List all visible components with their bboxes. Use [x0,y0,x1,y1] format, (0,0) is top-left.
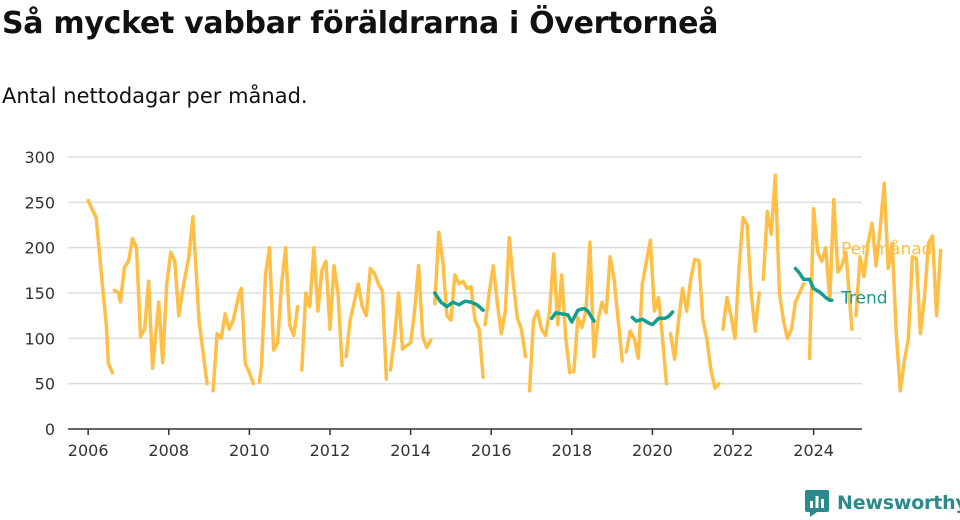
legend-label-trend: Trend [840,289,888,309]
series-line-per-manad-segment-3 [257,245,300,384]
x-tick-label: 2024 [793,441,834,460]
series-line-per-manad-segment-16 [854,181,943,393]
series-line-per-manad-segment-10 [572,240,624,374]
series-line-per-manad-segment-6 [388,264,433,372]
series-line-per-manad-segment-4 [300,245,344,372]
series-line-per-manad-segment-7 [433,230,485,380]
series-line-per-manad-segment-11 [624,238,669,386]
series-line-per-manad-segment-15 [807,197,854,361]
x-tick-label: 2020 [632,441,673,460]
y-axis: 0 50 100 150 200 250 300 [24,148,55,439]
chart-subtitle: Antal nettodagar per månad. [2,84,308,108]
gridlines [68,156,862,385]
series-line-trend-segment-1 [549,306,596,324]
x-tick-label: 2012 [310,441,351,460]
series-line-per-manad-segment-12 [668,257,721,390]
series-line-per-manad-segment-13 [721,215,761,341]
y-tick-label: 150 [24,284,55,303]
x-tick-label: 2016 [471,441,512,460]
x-tick-label: 2008 [148,441,189,460]
x-tick-label: 2014 [390,441,431,460]
x-tick-label: 2022 [713,441,754,460]
series-line-per-manad-segment-14 [761,173,806,341]
x-tick-label: 2018 [551,441,592,460]
newsworthy-logo: Newsworthy [804,488,960,518]
y-tick-label: 300 [24,148,55,167]
series-line-per-manad-segment-8 [483,235,528,359]
x-axis: 2006 2008 2010 2012 2014 2016 2018 2020 2022 2024 [68,428,862,460]
series-labels: Per månad Trend [840,239,932,309]
series-line-per-manad-segment-0 [86,198,115,375]
series-line-trend-segment-2 [630,310,675,327]
x-tick-label: 2010 [229,441,270,460]
series-line-trend-segment-3 [793,266,834,303]
y-tick-label: 50 [35,375,55,394]
y-tick-label: 250 [24,193,55,212]
legend-label-per-manad: Per månad [841,239,932,260]
series-line-per-manad-segment-9 [527,252,572,393]
series-line-trend-segment-0 [433,291,485,312]
series-line-per-manad-segment-5 [344,266,389,381]
chart-title: Så mycket vabbar föräldrarna i Övertorne… [2,6,719,41]
y-tick-label: 100 [24,329,55,348]
series-lines [86,173,943,393]
series-line-per-manad-segment-2 [211,286,256,393]
bar-chart-logo-icon [805,490,829,517]
x-tick-label: 2006 [68,441,109,460]
y-tick-label: 0 [45,420,55,439]
series-line-per-manad-segment-1 [112,215,209,386]
brand-name: Newsworthy [837,492,960,514]
y-tick-label: 200 [24,239,55,258]
